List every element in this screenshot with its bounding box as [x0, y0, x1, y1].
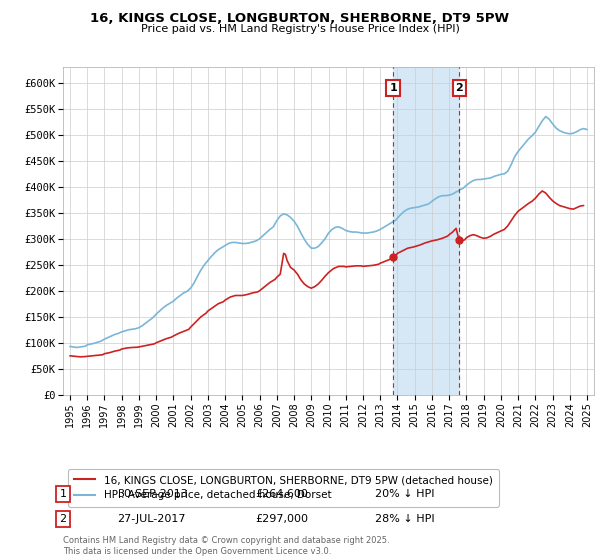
Text: 1: 1 — [389, 83, 397, 93]
Text: 2: 2 — [59, 514, 67, 524]
Text: 20% ↓ HPI: 20% ↓ HPI — [375, 489, 434, 499]
Text: 16, KINGS CLOSE, LONGBURTON, SHERBORNE, DT9 5PW: 16, KINGS CLOSE, LONGBURTON, SHERBORNE, … — [91, 12, 509, 25]
Text: £297,000: £297,000 — [255, 514, 308, 524]
Legend: 16, KINGS CLOSE, LONGBURTON, SHERBORNE, DT9 5PW (detached house), HPI: Average p: 16, KINGS CLOSE, LONGBURTON, SHERBORNE, … — [68, 469, 499, 506]
Text: £264,600: £264,600 — [255, 489, 308, 499]
Text: 2: 2 — [455, 83, 463, 93]
Bar — [393, 67, 459, 395]
Text: 1: 1 — [59, 489, 67, 499]
Text: Contains HM Land Registry data © Crown copyright and database right 2025.
This d: Contains HM Land Registry data © Crown c… — [63, 536, 389, 556]
Text: 28% ↓ HPI: 28% ↓ HPI — [375, 514, 434, 524]
Text: Price paid vs. HM Land Registry's House Price Index (HPI): Price paid vs. HM Land Registry's House … — [140, 24, 460, 34]
Text: 27-JUL-2017: 27-JUL-2017 — [117, 514, 185, 524]
Text: 30-SEP-2013: 30-SEP-2013 — [117, 489, 188, 499]
